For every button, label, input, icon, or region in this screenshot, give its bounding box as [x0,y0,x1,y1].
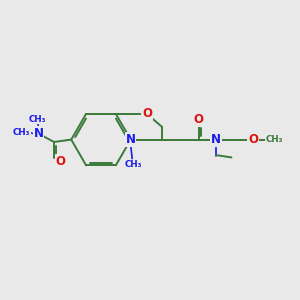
Text: O: O [248,133,258,146]
Text: N: N [126,133,136,146]
Text: CH₃: CH₃ [266,135,283,144]
Text: N: N [34,127,44,140]
Text: O: O [56,155,65,168]
Text: CH₃: CH₃ [28,115,46,124]
Text: CH₃: CH₃ [124,160,142,169]
Text: CH₃: CH₃ [13,128,30,137]
Text: O: O [194,113,204,126]
Text: N: N [211,133,221,146]
Text: O: O [142,107,152,120]
